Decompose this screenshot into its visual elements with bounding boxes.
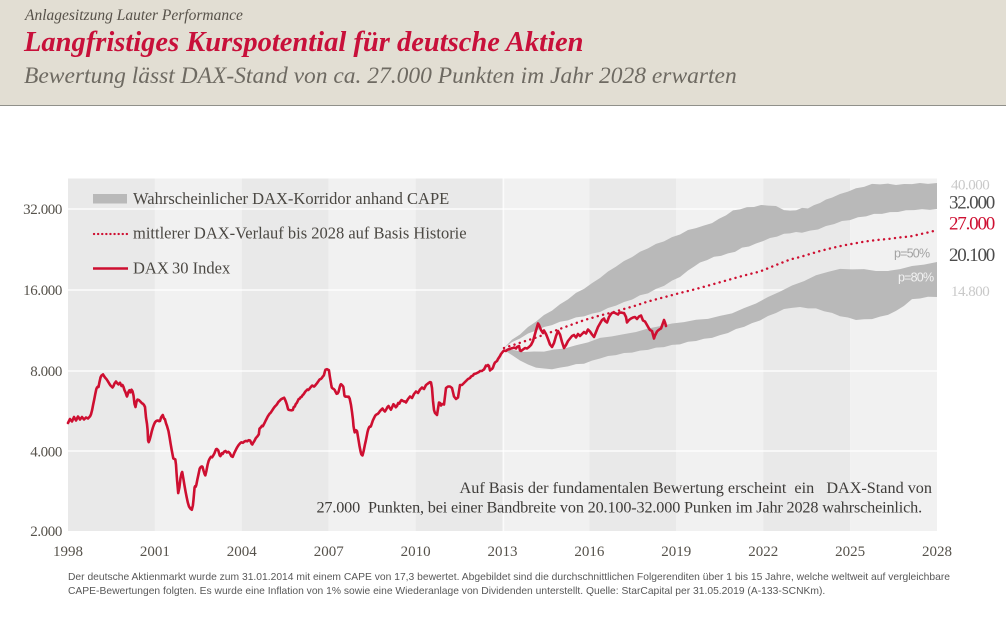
- svg-text:2.000: 2.000: [30, 524, 62, 540]
- svg-text:Wahrscheinlicher DAX-Korridor: Wahrscheinlicher DAX-Korridor anhand CAP…: [133, 189, 449, 208]
- svg-text:32.000: 32.000: [949, 193, 995, 214]
- svg-text:2016: 2016: [574, 544, 605, 560]
- svg-text:32.000: 32.000: [23, 202, 62, 218]
- svg-text:p=50%: p=50%: [894, 247, 930, 261]
- svg-text:27.000: 27.000: [949, 214, 995, 235]
- svg-text:2025: 2025: [835, 544, 865, 560]
- svg-text:2004: 2004: [227, 544, 258, 560]
- svg-text:4.000: 4.000: [30, 445, 62, 461]
- svg-text:27.000 Punkten, bei einer Band: 27.000 Punkten, bei einer Bandbreite von…: [316, 499, 922, 517]
- svg-text:20.100: 20.100: [949, 245, 995, 266]
- svg-text:2007: 2007: [314, 544, 345, 560]
- svg-text:40.000: 40.000: [951, 178, 989, 194]
- svg-text:2028: 2028: [922, 544, 952, 560]
- svg-text:2001: 2001: [140, 544, 170, 560]
- svg-text:1998: 1998: [53, 544, 83, 560]
- svg-text:2019: 2019: [661, 544, 691, 560]
- svg-text:DAX 30 Index: DAX 30 Index: [133, 259, 231, 278]
- svg-text:p=80%: p=80%: [898, 271, 934, 285]
- svg-text:16.000: 16.000: [23, 283, 62, 299]
- svg-text:Auf Basis der fundamentalen Be: Auf Basis der fundamentalen Bewertung er…: [460, 479, 932, 497]
- svg-text:2013: 2013: [488, 544, 518, 560]
- svg-text:2022: 2022: [748, 544, 778, 560]
- svg-text:8.000: 8.000: [30, 364, 62, 380]
- svg-text:2010: 2010: [401, 544, 431, 560]
- svg-text:mittlerer DAX-Verlauf bis 2028: mittlerer DAX-Verlauf bis 2028 auf Basis…: [133, 224, 467, 243]
- svg-text:14.800: 14.800: [951, 284, 989, 300]
